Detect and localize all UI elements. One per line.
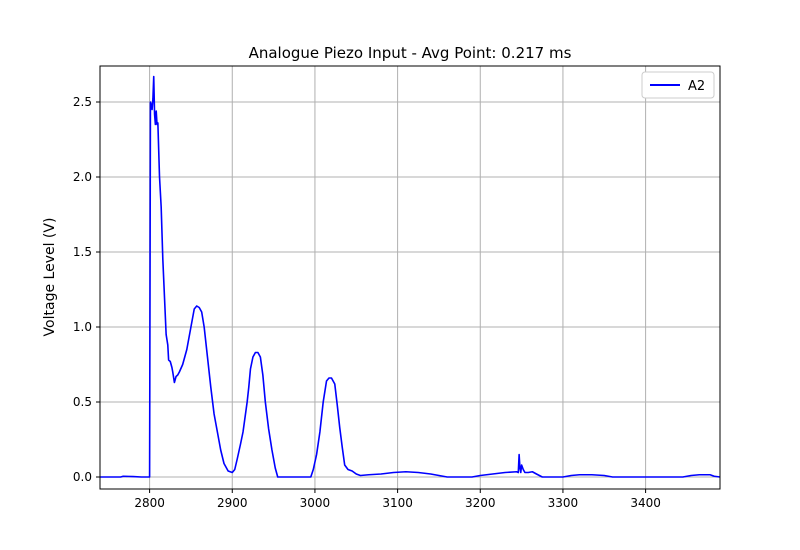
chart-title: Analogue Piezo Input - Avg Point: 0.217 … [249,44,572,62]
legend-label: A2 [688,79,705,94]
y-axis-label: Voltage Level (V) [42,218,58,337]
x-tick-label: 3300 [548,496,579,510]
series-line-a2 [100,75,721,478]
x-tick-label: 2900 [217,496,248,510]
grid-lines [100,66,720,489]
plot-area-background [100,66,720,489]
y-tick-label: 1.0 [73,320,92,334]
x-tick-label: 3400 [630,496,661,510]
y-tick-label: 0.5 [73,395,92,409]
x-tick-label: 3100 [382,496,413,510]
x-tick-label: 3200 [465,496,496,510]
y-tick-label: 0.0 [73,470,92,484]
y-tick-label: 1.5 [73,245,92,259]
axis-ticks: 2800 2900 3000 3100 3200 3300 3400 0.0 0.5 1.0 1.5… [73,95,661,510]
x-tick-label: 3000 [300,496,331,510]
y-tick-label: 2.5 [73,95,92,109]
y-tick-label: 2.0 [73,170,92,184]
legend: A2 [641,71,715,99]
x-tick-label: 2800 [134,496,165,510]
series-layer [100,75,721,478]
plot-area-frame [99,65,721,490]
